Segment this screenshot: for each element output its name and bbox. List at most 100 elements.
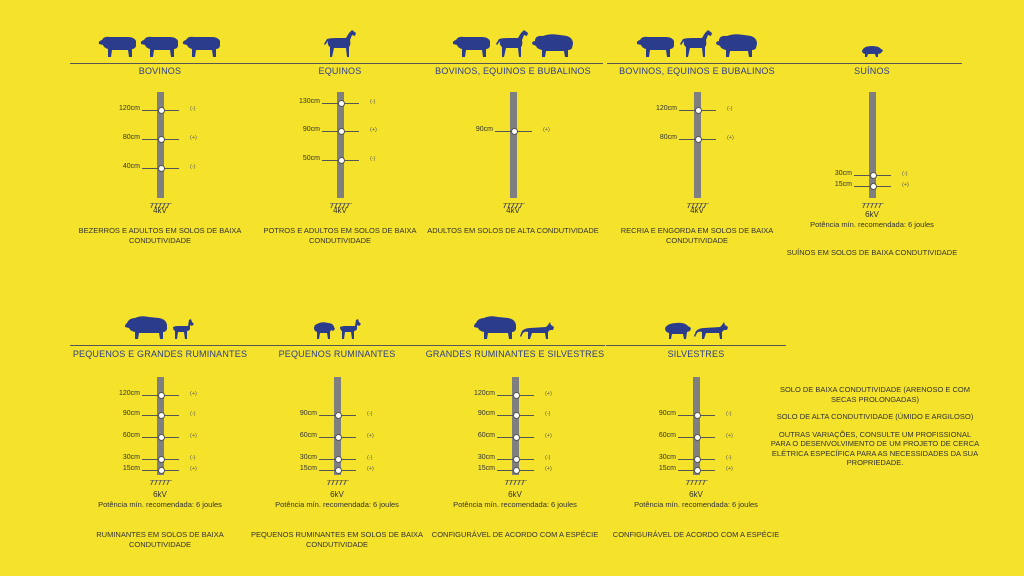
panel-description: CONFIGURÁVEL DE ACORDO COM A ESPÉCIE bbox=[431, 530, 599, 539]
panel-title: PEQUENOS RUMINANTES bbox=[278, 349, 396, 359]
buffalo-icon bbox=[532, 32, 574, 63]
buffalo-icon bbox=[716, 32, 758, 63]
panel-description: POTROS E ADULTOS EM SOLOS DE BAIXA CONDU… bbox=[263, 226, 417, 245]
wire-polarity-label: (+) bbox=[367, 433, 374, 439]
panel-description: BEZERROS E ADULTOS EM SOLOS DE BAIXA CON… bbox=[78, 226, 242, 245]
wire-polarity-label: (-) bbox=[190, 411, 196, 417]
wire-polarity-label: (-) bbox=[370, 99, 376, 105]
panel-description: CONFIGURÁVEL DE ACORDO COM A ESPÉCIE bbox=[612, 530, 780, 539]
boar-icon bbox=[662, 320, 692, 345]
wire-height-label: 30cm bbox=[477, 454, 495, 461]
insulator bbox=[513, 412, 520, 419]
voltage-label: 6kV bbox=[153, 490, 167, 499]
voltage-label: 6kV bbox=[330, 490, 344, 499]
voltage-label: 4kV bbox=[690, 206, 704, 215]
panel-title: BOVINOS bbox=[138, 66, 182, 76]
power-recommendation: Potência mín. recomendada: 6 joules bbox=[810, 220, 934, 229]
wire-height-label: 30cm bbox=[122, 454, 140, 461]
wire-polarity-label: (-) bbox=[190, 455, 196, 461]
cat-icon bbox=[694, 320, 730, 345]
insulator bbox=[335, 456, 342, 463]
animal-icons bbox=[607, 30, 787, 63]
animal-icons bbox=[425, 315, 605, 345]
insulator bbox=[158, 456, 165, 463]
soil-legend: SOLO DE BAIXA CONDUTIVIDADE (ARENOSO E C… bbox=[770, 385, 980, 476]
insulator bbox=[158, 467, 165, 474]
wire-polarity-label: (-) bbox=[190, 164, 196, 170]
panel-title: SUÍNOS bbox=[854, 66, 890, 76]
insulator bbox=[338, 100, 345, 107]
wire-polarity-label: (+) bbox=[543, 127, 550, 133]
cow-icon bbox=[452, 32, 492, 63]
insulator bbox=[158, 136, 165, 143]
cat-icon bbox=[520, 320, 556, 345]
wire-polarity-label: (+) bbox=[726, 466, 733, 472]
wire-height-label: 60cm bbox=[299, 432, 317, 439]
wire-height-label: 15cm bbox=[477, 465, 495, 472]
wire-height-label: 15cm bbox=[658, 465, 676, 472]
title-rule bbox=[607, 63, 787, 64]
panel-title: GRANDES RUMINANTES E SILVESTRES bbox=[425, 349, 605, 359]
ground-hatch bbox=[505, 473, 527, 486]
wire-height-label: 80cm bbox=[122, 134, 140, 141]
animal-icons bbox=[70, 315, 250, 345]
fence-post bbox=[510, 92, 517, 198]
horse-icon bbox=[322, 28, 358, 63]
power-recommendation: Potência mín. recomendada: 6 joules bbox=[453, 500, 577, 509]
voltage-label: 6kV bbox=[508, 490, 522, 499]
wire-height-label: 120cm bbox=[118, 105, 140, 112]
wire-height-label: 40cm bbox=[122, 163, 140, 170]
wire-height-label: 90cm bbox=[475, 126, 493, 133]
wire-height-label: 15cm bbox=[834, 181, 852, 188]
wire-polarity-label: (-) bbox=[726, 455, 732, 461]
wire-height-label: 130cm bbox=[298, 98, 320, 105]
horse-icon bbox=[678, 28, 714, 63]
wire-height-label: 30cm bbox=[658, 454, 676, 461]
wire-polarity-label: (+) bbox=[902, 182, 909, 188]
wire-polarity-label: (-) bbox=[367, 411, 373, 417]
animal-icons bbox=[782, 33, 962, 63]
title-rule bbox=[606, 345, 786, 346]
fence-post bbox=[869, 92, 876, 198]
wire-polarity-label: (+) bbox=[190, 433, 197, 439]
wire-height-label: 120cm bbox=[118, 390, 140, 397]
insulator bbox=[511, 128, 518, 135]
wire-height-label: 90cm bbox=[299, 410, 317, 417]
insulator bbox=[694, 412, 701, 419]
pig-icon bbox=[860, 44, 884, 63]
sheep-icon bbox=[312, 320, 336, 345]
insulator bbox=[870, 172, 877, 179]
insulator bbox=[513, 434, 520, 441]
panel-description: RECRIA E ENGORDA EM SOLOS DE BAIXA CONDU… bbox=[620, 226, 774, 245]
power-recommendation: Potência mín. recomendada: 6 joules bbox=[98, 500, 222, 509]
wire-height-label: 60cm bbox=[122, 432, 140, 439]
legend-low-conductivity: SOLO DE BAIXA CONDUTIVIDADE (ARENOSO E C… bbox=[779, 385, 971, 404]
wire-height-label: 90cm bbox=[477, 410, 495, 417]
legend-high-conductivity: SOLO DE ALTA CONDUTIVIDADE (ÚMIDO E ARGI… bbox=[776, 412, 974, 421]
insulator bbox=[694, 456, 701, 463]
fence-post bbox=[694, 92, 701, 198]
panel-title: EQUINOS bbox=[318, 66, 362, 76]
fence-post bbox=[334, 377, 341, 475]
wire-height-label: 30cm bbox=[834, 170, 852, 177]
title-rule bbox=[782, 63, 962, 64]
insulator bbox=[694, 467, 701, 474]
wire-polarity-label: (-) bbox=[902, 171, 908, 177]
insulator bbox=[870, 183, 877, 190]
fence-post bbox=[157, 377, 164, 475]
insulator bbox=[695, 107, 702, 114]
fence-panel-equinos: EQUINOS 130cm (-) 90cm (+) 50cm (-) 4kV POTROS E… bbox=[250, 0, 430, 576]
panel-description: SUÍNOS EM SOLOS DE BAIXA CONDUTIVIDADE bbox=[786, 248, 958, 257]
panel-description: PEQUENOS RUMINANTES EM SOLOS DE BAIXA CO… bbox=[250, 530, 424, 549]
ground-hatch bbox=[150, 196, 172, 209]
fence-panel-bovinos-equinos-bubalinos-baixa: BOVINOS, EQUINOS E BUBALINOS 120cm (-) 80cm… bbox=[607, 0, 787, 576]
fence-post bbox=[157, 92, 164, 198]
animal-icons bbox=[247, 315, 427, 345]
voltage-label: 4kV bbox=[153, 206, 167, 215]
fence-panel-pequenos-grandes-ruminantes: PEQUENOS E GRANDES RUMINANTES 120cm (+) 90c… bbox=[70, 0, 250, 576]
fence-panel-bovinos-equinos-bubalinos-alta: BOVINOS, EQUINOS E BUBALINOS 90cm (+) 4kV AD… bbox=[423, 0, 603, 576]
animal-icons bbox=[606, 315, 786, 345]
title-rule bbox=[70, 345, 250, 346]
fence-panel-silvestres: SILVESTRES 90cm (-) 60cm (+) 30cm (-) 15cm (+) 6k… bbox=[606, 0, 786, 576]
wire-height-label: 60cm bbox=[658, 432, 676, 439]
